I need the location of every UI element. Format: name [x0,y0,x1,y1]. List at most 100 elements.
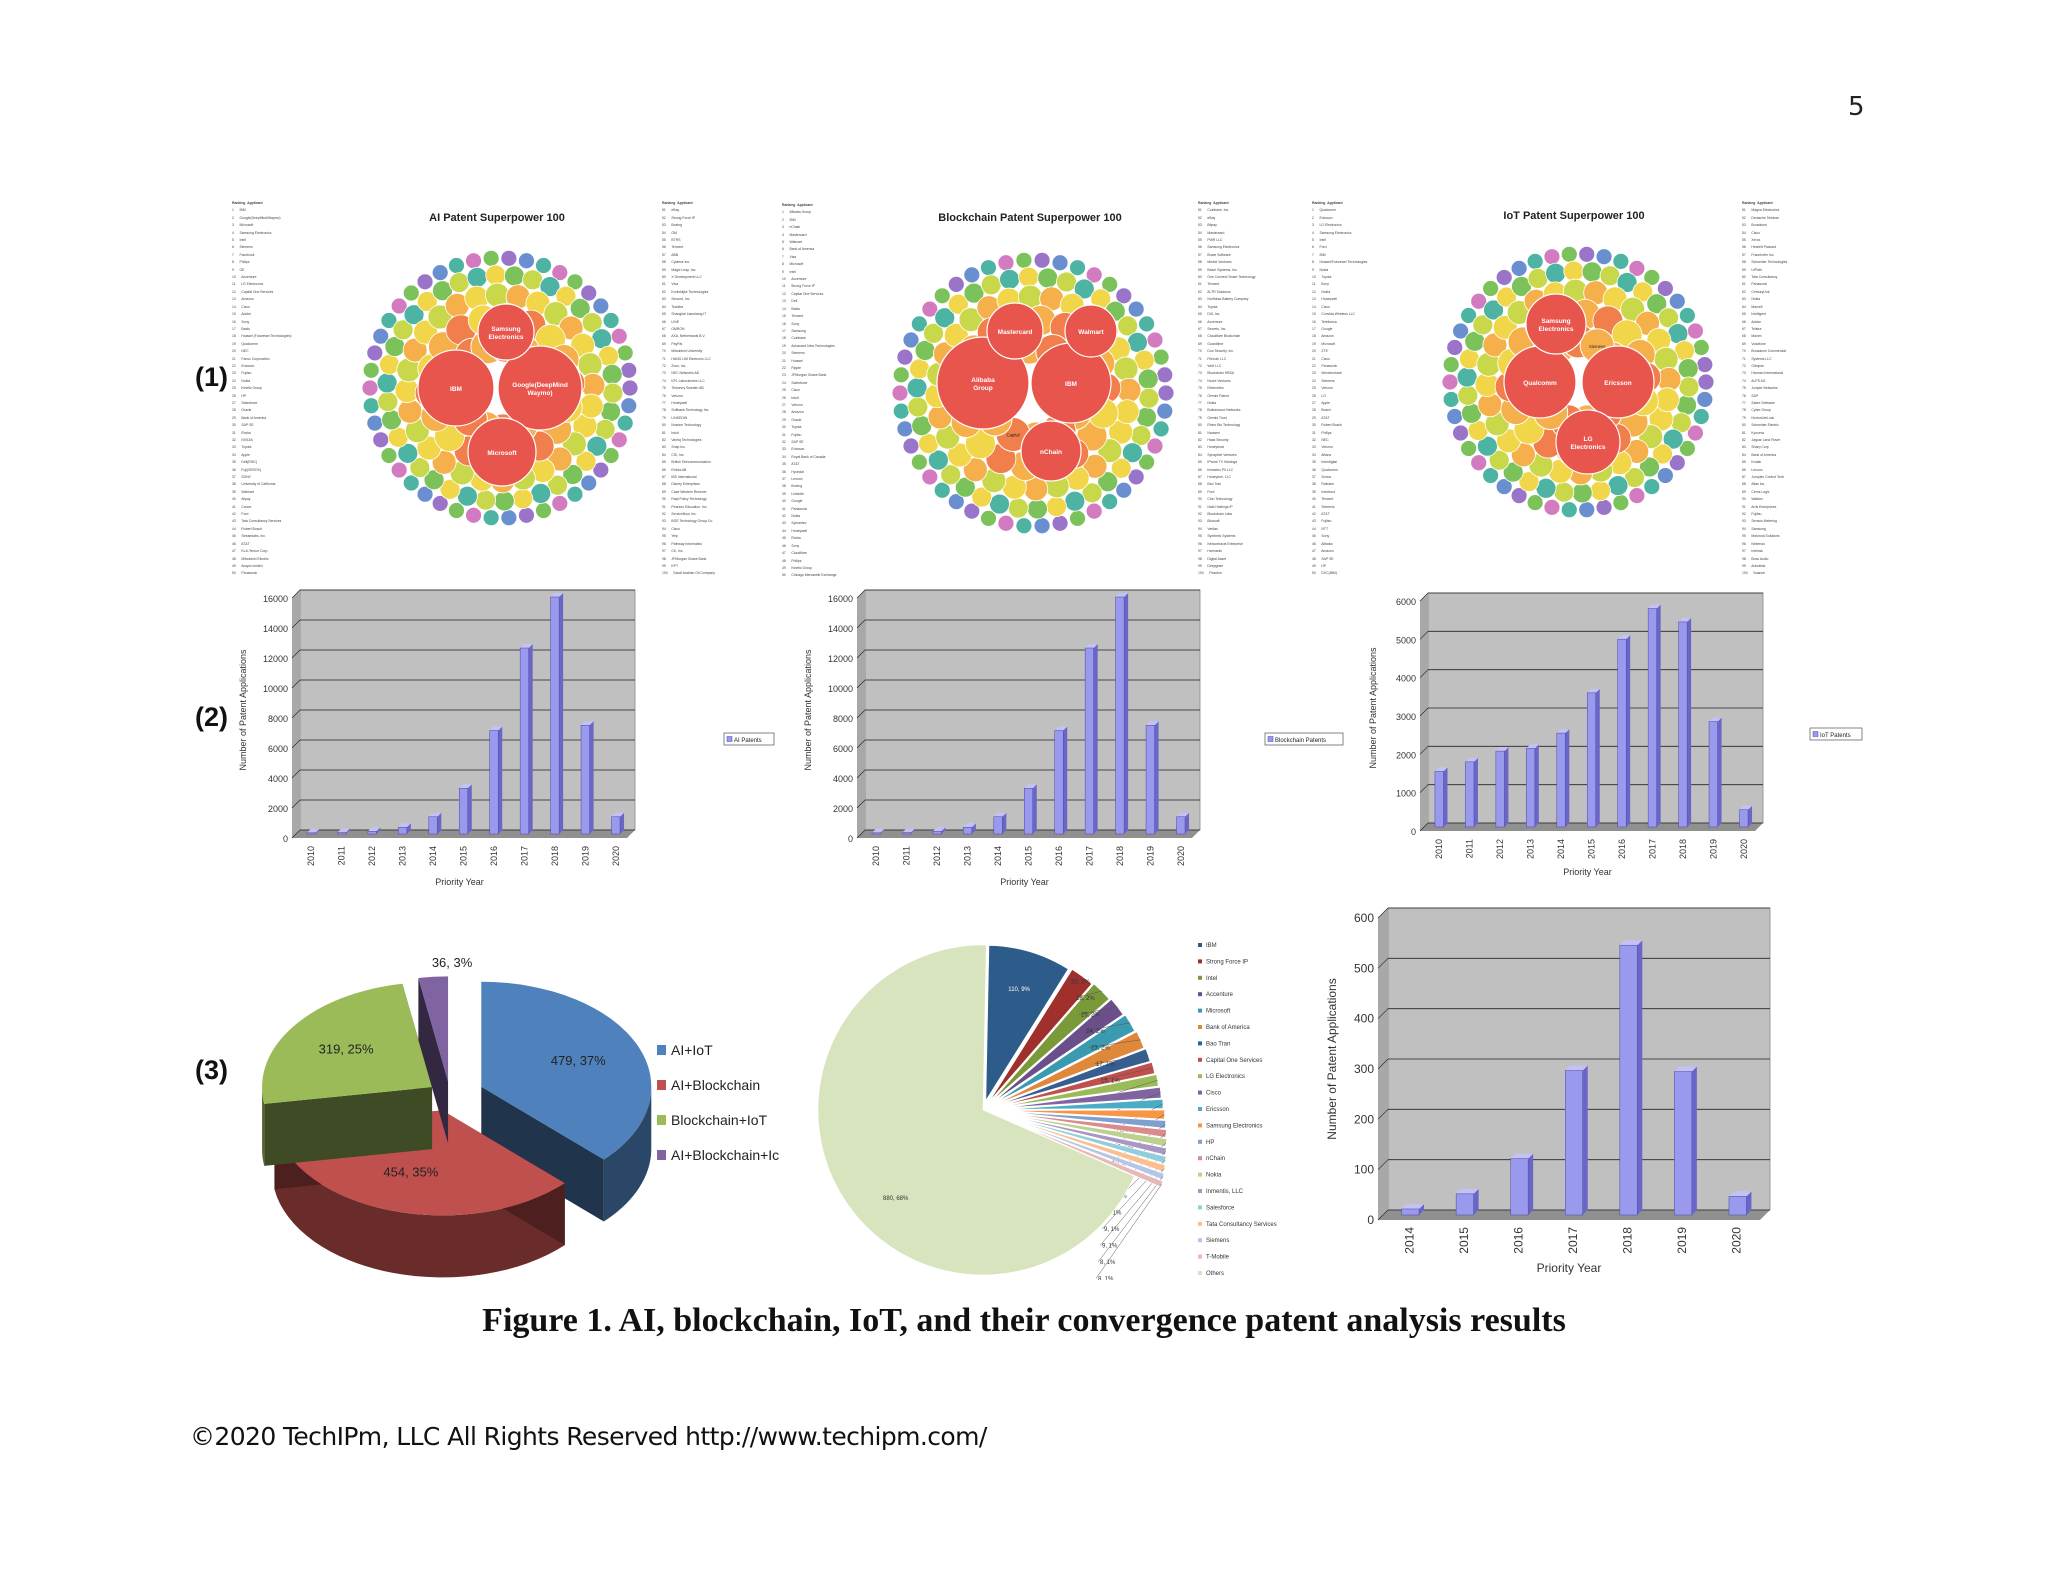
bar-side [467,784,472,834]
bubble [1452,322,1469,340]
gridline [1377,1209,1389,1221]
ranking-entry: 64 Marvell [1742,304,1763,309]
ranking-entry: 15 Adobe [232,312,252,317]
bar-side [1637,940,1643,1215]
bar-chart-blockchain-patents: 0 2000 4000 6000 8000 10000 12000 14000 16000 201… [803,589,1344,887]
ranking-entry: 10 Accenture [232,275,257,280]
bar-top [367,827,381,832]
gridline [856,799,866,809]
bar-side [1691,1066,1697,1215]
bar-side [1626,635,1631,827]
bubble [1138,453,1156,471]
legend-swatch [1198,1123,1202,1128]
bubble [1581,261,1603,283]
bar-top [428,812,442,817]
bubble [432,280,453,302]
bubble [1114,399,1140,425]
bubble [910,315,928,333]
bubble-chart-blockchain: BankIntelMicrosoftAccentureStrongCapital… [891,251,1175,535]
ranking-entry: 85 IPwork TV Holdings [1198,460,1238,465]
bubble [1654,387,1680,413]
bubble [1595,498,1613,516]
ranking-list-header: Ranking Applicant [1198,201,1229,205]
bubble [1518,471,1540,492]
pie-slice-top [262,983,433,1104]
bubble [1441,373,1459,391]
legend-label: Siemens [1206,1238,1229,1244]
legend-swatch [1198,992,1202,997]
bar-top [1146,721,1159,726]
bar [1619,944,1638,1216]
bubble [902,437,920,455]
ranking-entry: 38 Boeing [782,484,802,489]
bubble [921,468,939,486]
ranking-entry: 68 Cloudflare Blockchain [1198,334,1241,339]
y-tick-label: 4000 [833,774,853,784]
gridline [291,739,301,749]
bubble [1612,252,1630,270]
row-label-1: (1) [195,362,228,392]
bubble [416,291,438,312]
x-tick-label: 2017 [1566,1227,1580,1254]
bubble [1446,408,1464,425]
ranking-entry: 52 Strong Force IP [662,215,696,220]
leader-line [1078,1006,1118,1015]
y-tick-label: 2000 [268,804,288,814]
pie-data-label: 479, 37% [551,1053,606,1068]
bar-top [1565,1065,1588,1071]
x-tick-label: 2015 [1457,1227,1471,1254]
pie-data-label: 25, 2% [1081,1013,1100,1019]
ranking-entry: 73 Blockchain HBSA [1198,371,1234,376]
bar [1455,1193,1474,1216]
bubble-major [936,336,1030,430]
legend-swatch [1198,1107,1202,1111]
y-tick-label: 2000 [1396,750,1416,760]
pie-slice-top [418,976,449,1082]
ranking-entry: 97 Intrinsic [1742,549,1764,554]
bar [1647,608,1657,828]
legend-label: Capital One Services [1206,1058,1262,1064]
ranking-entry: 9 Nokia [1312,267,1329,272]
ranking-entry: 83 Sharp Corp [1742,445,1769,450]
ranking-entry: 76 SAP [1742,393,1759,398]
bubble [1456,366,1478,388]
gridline [291,769,301,779]
ranking-entry: 19 Advanced New Technologies [782,343,835,348]
x-tick-label: 2015 [1587,839,1597,859]
ranking-entry: 42 Nokia [782,514,801,519]
ranking-entry: 49 Avaya Limited [232,563,263,568]
ranking-entry: 9 GE [232,267,245,272]
bubble [1545,262,1566,284]
ranking-entry: 6 Siemens [232,245,253,250]
bubble [1037,267,1059,289]
ranking-entry: 17 Google [1312,326,1333,331]
bubble [1452,424,1469,442]
ranking-entry: 40 Google [782,499,803,504]
gridline [1377,1159,1389,1170]
bar-side [1748,805,1753,827]
ranking-entry: 91 Nabi Holdings IP [1198,504,1233,509]
bubble [1563,260,1585,282]
ranking-entry: 38 University of California [232,482,276,487]
ranking-entry: 75 Juniper Networks [1742,386,1778,391]
pie-data-label: 15, 1% [1101,1079,1120,1085]
gridline [856,769,866,779]
ranking-entry: 61 Tencent [1198,282,1220,287]
bar [1054,730,1064,835]
pie-slice [1012,1113,1167,1138]
pie-slice [817,944,1135,1276]
y-tick-label: 4000 [268,774,288,784]
ranking-entry: 79 LINKEDIN [662,415,688,420]
x-tick-label: 2015 [1024,846,1034,866]
legend-label: Bank of America [1206,1025,1250,1031]
x-tick-label: 2015 [459,846,469,866]
bubble [539,276,561,298]
bar [398,827,408,835]
pie-chart-convergence-types: 479, 37% 454, 35% 319, 25% 36, 3% AI+IoT AI+B… [262,955,779,1278]
ranking-list: Ranking Applicant 51 eBay 52 Strong Force … [662,200,715,578]
ranking-entry: 48 SAP SE [1312,556,1334,561]
bubble [1678,440,1696,457]
bar-side [498,726,503,834]
bar-side [345,828,350,834]
ranking-entry: 66 Adobe [1742,319,1762,324]
